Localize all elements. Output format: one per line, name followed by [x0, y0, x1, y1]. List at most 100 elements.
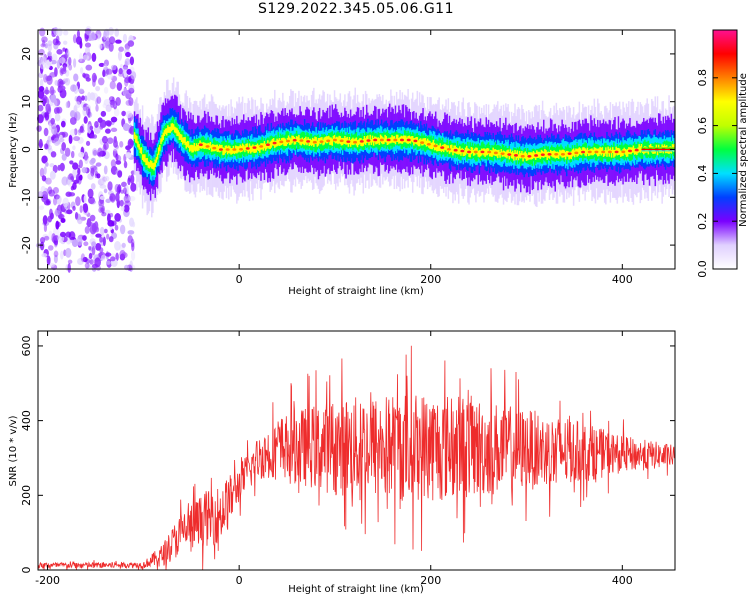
- colorbar-label: Normalized spectral amplitude: [738, 73, 749, 227]
- spectrogram-cell: [238, 146, 240, 152]
- spectrogram-cell: [42, 215, 48, 225]
- spectrogram-cell: [42, 94, 48, 105]
- spectrogram-cell: [323, 137, 325, 145]
- spectrogram-cell: [61, 176, 69, 186]
- spectrogram-cell: [66, 209, 73, 215]
- spectrogram-cell: [46, 255, 51, 266]
- spectrogram-cell: [386, 130, 389, 147]
- spectrogram-cell: [582, 147, 584, 154]
- spectrogram-peak: [373, 138, 378, 142]
- spectrogram-cell: [593, 147, 596, 155]
- spectrogram-cell: [516, 150, 519, 159]
- y-tick-label: -20: [20, 236, 33, 254]
- spectrogram-cell: [185, 141, 188, 149]
- spectrogram-cell: [236, 146, 238, 154]
- spectrogram-cell: [64, 53, 68, 60]
- spectrogram-cell: [54, 209, 61, 216]
- spectrogram-cell: [129, 56, 135, 66]
- spectrogram-cell: [233, 148, 236, 155]
- spectrogram-cell: [352, 137, 354, 146]
- spectrogram-cell: [63, 30, 69, 36]
- spectrogram-cell: [145, 158, 147, 166]
- spectrogram-cell: [78, 88, 85, 93]
- spectrogram-cell: [148, 162, 151, 169]
- spectrogram-cell: [94, 257, 101, 268]
- spectrogram-cell: [472, 150, 475, 156]
- spectrogram-cell: [52, 38, 59, 46]
- spectrogram-peak: [225, 148, 230, 151]
- spectrogram-cell: [53, 194, 60, 200]
- spectrogram-cell: [119, 141, 124, 148]
- spectrogram-cell: [58, 85, 66, 91]
- spectrogram-cell: [110, 116, 118, 123]
- spectrogram-cell: [574, 150, 576, 158]
- spectrogram-peak: [279, 140, 284, 144]
- spectrogram-cell: [70, 129, 76, 137]
- spectrogram-cell: [57, 213, 65, 220]
- spectrogram-cell: [103, 188, 108, 194]
- spectrogram-cell: [83, 116, 88, 124]
- spectrogram-cell: [230, 148, 232, 155]
- spectrogram-cell: [72, 205, 76, 211]
- spectrogram-noise-field: [35, 25, 137, 273]
- spectrogram-x-ticks: -200 0 200 400: [35, 30, 633, 286]
- spectrogram-cell: [54, 80, 59, 86]
- spectrogram-cell: [290, 138, 292, 145]
- spectrogram-peak: [607, 150, 612, 154]
- spectrogram-peak: [420, 141, 425, 144]
- spectrogram-peak: [319, 140, 324, 143]
- spectrogram-cell: [77, 136, 84, 144]
- spectrogram-cell: [432, 139, 435, 148]
- spectrogram-cell: [123, 69, 128, 78]
- spectrogram-cell: [49, 170, 56, 180]
- spectrogram-peak: [205, 145, 210, 148]
- spectrogram-cell: [49, 163, 55, 168]
- spectrogram-cell: [72, 182, 77, 190]
- spectrogram-ridge: [133, 77, 676, 218]
- spectrogram-cell: [50, 117, 55, 125]
- spectrogram-cell: [202, 142, 205, 149]
- spectrogram-cell: [105, 68, 113, 76]
- spectrogram-cell: [498, 149, 500, 156]
- spectrogram-cell: [192, 145, 194, 153]
- spectrogram-cell: [122, 87, 127, 96]
- spectrogram-cell: [523, 152, 525, 159]
- spectrogram-cell: [127, 235, 133, 244]
- spectrogram-cell: [53, 137, 61, 147]
- spectrogram-cell: [247, 138, 250, 155]
- spectrogram-cell: [586, 147, 589, 154]
- spectrogram-cell: [85, 64, 93, 71]
- spectrogram-cell: [36, 125, 42, 132]
- spectrogram-cell: [120, 205, 125, 211]
- spectrogram-cell: [370, 139, 373, 145]
- spectrogram-cell: [223, 147, 225, 155]
- spectrogram-cell: [124, 200, 132, 207]
- spectrogram-cell: [368, 139, 370, 146]
- spectrogram-cell: [95, 233, 102, 238]
- spectrogram-cell: [499, 151, 501, 158]
- spectrogram-peak: [339, 139, 344, 143]
- spectrogram-cell: [83, 203, 89, 213]
- spectrogram-cell: [492, 147, 494, 156]
- spectrogram-cell: [36, 114, 44, 124]
- spectrogram-cell: [149, 160, 152, 168]
- spectrogram-peak: [326, 139, 331, 143]
- spectrogram-cell: [101, 212, 107, 217]
- spectrogram-cell: [43, 223, 48, 233]
- spectrogram-cell: [85, 258, 91, 264]
- spectrogram-cell: [118, 72, 124, 77]
- spectrogram-peak: [554, 152, 559, 156]
- spectrogram-cell: [79, 52, 83, 62]
- spectrogram-cell: [75, 101, 81, 109]
- spectrogram-cell: [552, 151, 554, 158]
- spectrogram-cell: [222, 147, 224, 156]
- spectrogram-cell: [438, 145, 440, 152]
- spectrogram-cell: [364, 138, 367, 145]
- spectrogram-cell: [484, 149, 486, 157]
- spectrogram-cell: [257, 145, 260, 151]
- spectrogram-cell: [104, 128, 111, 134]
- spectrogram-cell: [497, 150, 499, 159]
- spectrogram-cell: [140, 147, 143, 155]
- spectrogram-cell: [569, 151, 571, 159]
- spectrogram-cell: [315, 135, 317, 153]
